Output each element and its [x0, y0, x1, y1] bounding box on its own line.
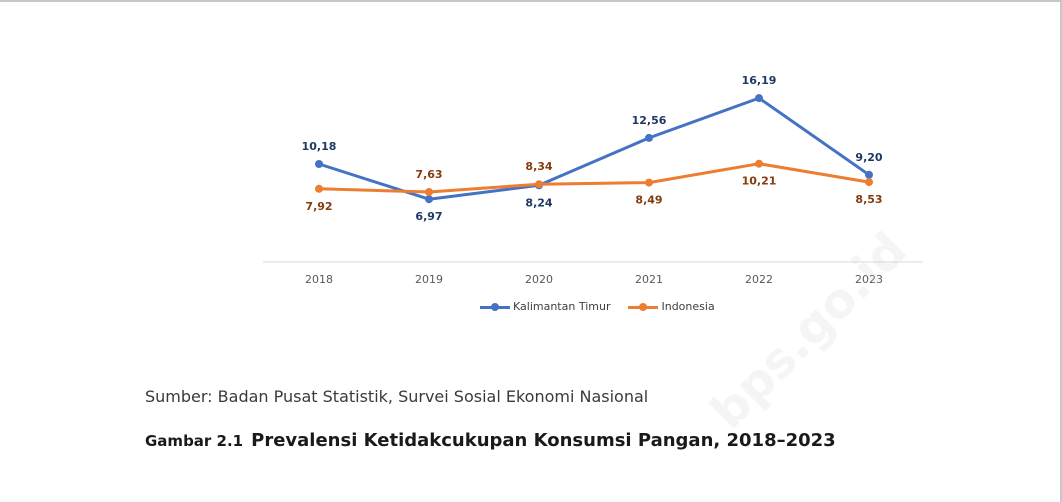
data-label-series-2-2020: 8,34 — [525, 160, 552, 173]
data-label-series-1-2022: 16,19 — [742, 74, 777, 87]
data-point-series-2-2018 — [315, 184, 323, 193]
x-tick-label-2023: 2023 — [855, 273, 883, 286]
data-label-series-2-2022: 10,21 — [742, 175, 777, 188]
data-label-series-1-2023: 9,20 — [855, 151, 882, 164]
data-label-series-1-2020: 8,24 — [525, 196, 552, 209]
x-tick-label-2020: 2020 — [525, 273, 553, 286]
legend-label-series-1: Kalimantan Timur — [513, 300, 611, 313]
data-label-series-1-2021: 12,56 — [632, 114, 667, 127]
figure-caption: Gambar 2.1 Prevalensi Ketidakcukupan Kons… — [145, 430, 836, 451]
data-point-series-2-2020 — [535, 180, 543, 189]
data-point-series-1-2018 — [315, 160, 323, 168]
source-note: Sumber: Badan Pusat Statistik, Survei So… — [145, 387, 649, 406]
legend-swatch-series-1 — [480, 302, 510, 312]
x-tick-label-2022: 2022 — [745, 273, 773, 286]
data-point-series-2-2023 — [865, 178, 873, 187]
figure-number: Gambar 2.1 — [145, 432, 244, 450]
data-label-series-2-2018: 7,92 — [305, 200, 332, 213]
data-point-series-1-2019 — [425, 195, 433, 204]
legend-item-series-1: Kalimantan Timur — [480, 300, 610, 313]
data-point-series-2-2019 — [425, 188, 433, 196]
x-tick-label-2021: 2021 — [635, 273, 663, 286]
data-label-series-2-2021: 8,49 — [635, 194, 662, 207]
data-label-series-1-2018: 10,18 — [302, 140, 337, 153]
data-point-series-1-2023 — [865, 170, 873, 179]
series-line-1 — [317, 96, 871, 201]
chart-legend: Kalimantan Timur Indonesia — [480, 300, 715, 313]
legend-item-series-2: Indonesia — [628, 300, 715, 313]
legend-label-series-2: Indonesia — [661, 300, 715, 313]
figure-title: Prevalensi Ketidakcukupan Konsumsi Panga… — [251, 430, 836, 451]
data-label-series-2-2019: 7,63 — [415, 168, 442, 181]
data-point-series-2-2021 — [645, 178, 653, 187]
data-point-series-1-2022 — [755, 94, 763, 103]
data-label-series-1-2019: 6,97 — [415, 210, 442, 223]
data-label-series-2-2023: 8,53 — [855, 193, 882, 206]
data-point-series-1-2021 — [645, 133, 653, 142]
series-line-2 — [317, 162, 871, 194]
x-tick-label-2018: 2018 — [305, 273, 333, 286]
data-point-series-2-2022 — [755, 159, 763, 168]
x-tick-label-2019: 2019 — [415, 273, 443, 286]
legend-swatch-series-2 — [628, 302, 659, 312]
